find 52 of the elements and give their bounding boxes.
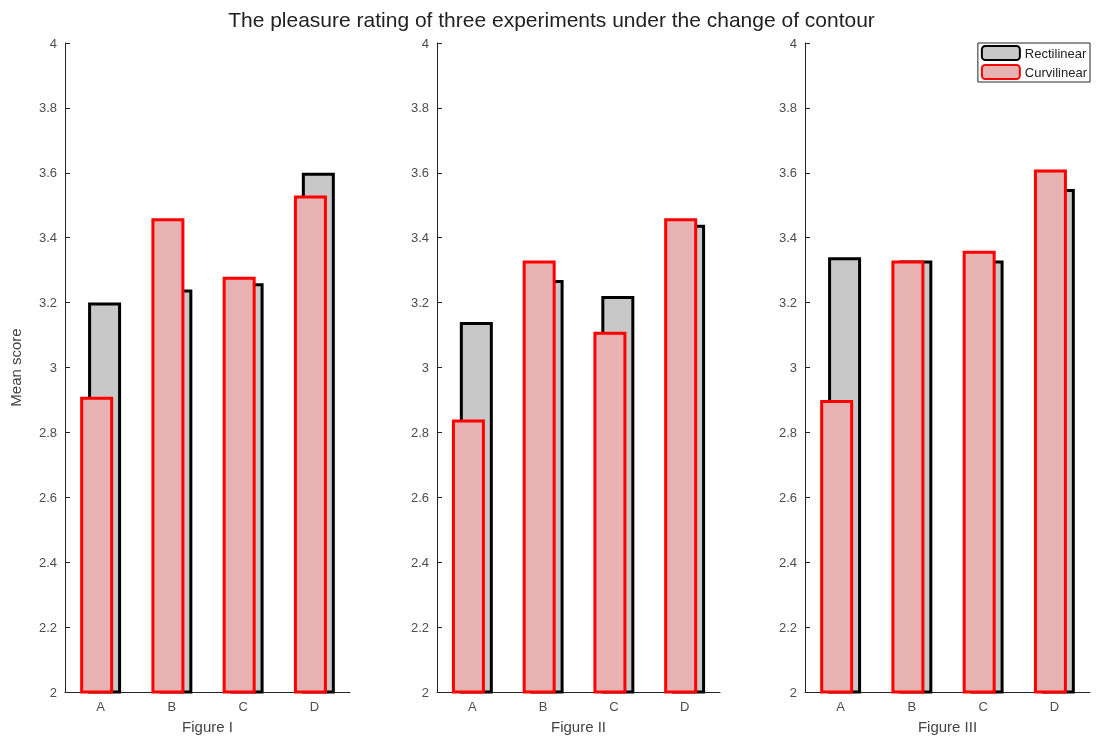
- x-axis-title: Figure II: [550, 718, 607, 735]
- y-tick-label: 3.2: [38, 295, 57, 311]
- y-tick-label: 3.8: [410, 100, 429, 116]
- y-tick-label: 2.2: [778, 619, 797, 635]
- y-tick-label: 4: [421, 35, 429, 51]
- y-tick-label: 2.6: [38, 489, 57, 505]
- x-tick-label: D: [679, 699, 690, 714]
- x-tick-label: D: [309, 699, 320, 714]
- y-tick-label: 2: [421, 684, 429, 700]
- x-tick-label: A: [96, 699, 106, 714]
- x-tick-label: D: [1049, 699, 1060, 714]
- chart-title: The pleasure rating of three experiments under the change of contour: [227, 8, 876, 32]
- y-tick-label: 3: [421, 360, 429, 375]
- y-tick-label: 3.4: [38, 230, 57, 246]
- x-axis-title: Figure III: [917, 718, 978, 735]
- y-tick-label: 2.8: [778, 424, 797, 440]
- y-tick-label: 3.2: [410, 295, 429, 311]
- y-tick-label: 2.2: [38, 619, 57, 635]
- y-tick-label: 2.6: [410, 489, 429, 505]
- y-tick-label: 2.4: [38, 554, 57, 570]
- y-tick-label: 4: [49, 35, 57, 51]
- x-tick-label: C: [609, 699, 619, 714]
- legend-label: Rectilinear: [1024, 45, 1087, 61]
- y-tick-label: 3.6: [38, 165, 57, 181]
- legend-label: Curvilinear: [1024, 64, 1088, 80]
- y-tick-label: 3.6: [778, 165, 797, 181]
- y-tick-label: 2.8: [410, 424, 429, 440]
- y-tick-label: 3: [49, 360, 57, 375]
- y-tick-label: 2.2: [410, 619, 429, 635]
- y-tick-label: 3.4: [778, 230, 797, 246]
- y-tick-label: 3.4: [410, 230, 429, 246]
- x-tick-label: C: [978, 699, 988, 714]
- y-tick-label: 2: [789, 684, 797, 700]
- x-tick-label: A: [468, 699, 478, 714]
- x-tick-label: C: [238, 699, 248, 714]
- y-axis-title: Mean score: [7, 328, 24, 407]
- y-tick-label: 2.4: [410, 554, 429, 570]
- y-tick-label: 3.2: [778, 295, 797, 311]
- y-tick-label: 2.4: [778, 554, 797, 570]
- x-tick-label: B: [538, 699, 548, 714]
- y-tick-label: 3: [789, 360, 797, 375]
- y-tick-label: 3.6: [410, 165, 429, 181]
- x-tick-label: B: [167, 699, 177, 714]
- y-tick-label: 2: [49, 684, 57, 700]
- y-tick-label: 3.8: [38, 100, 57, 116]
- x-axis-title: Figure I: [182, 718, 233, 735]
- y-tick-label: 2.6: [778, 489, 797, 505]
- x-tick-label: A: [836, 699, 846, 714]
- y-tick-label: 4: [789, 35, 797, 51]
- y-tick-label: 3.8: [778, 100, 797, 116]
- y-tick-label: 2.8: [38, 424, 57, 440]
- x-tick-label: B: [907, 699, 917, 714]
